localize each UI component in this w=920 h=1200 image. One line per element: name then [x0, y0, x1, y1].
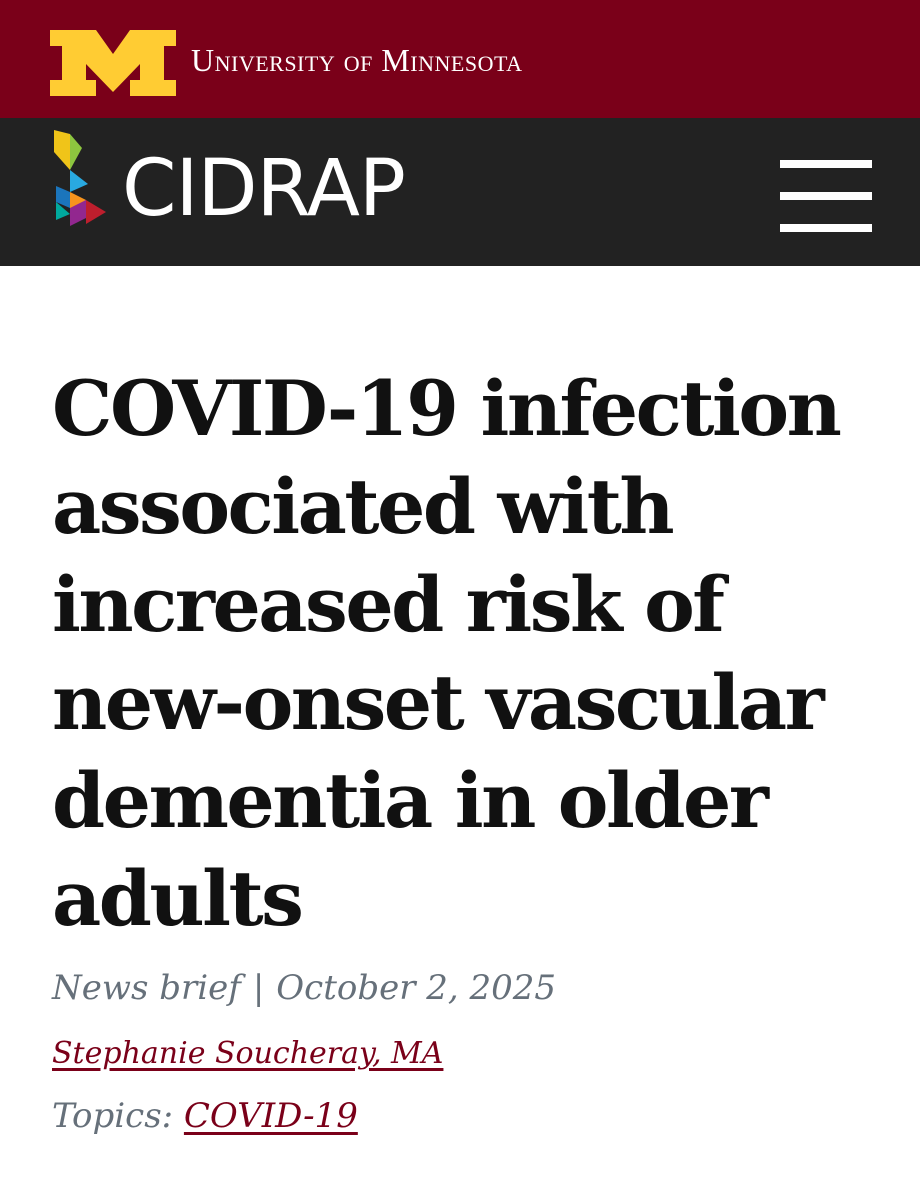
topic-link-covid-19[interactable]: COVID-19 — [183, 1096, 358, 1136]
article-topics: Topics: COVID-19 — [52, 1094, 358, 1138]
site-brand: CIDRAP — [122, 144, 406, 234]
article-date: October 2, 2025 — [276, 968, 557, 1008]
meta-separator: | — [252, 968, 265, 1008]
cidrap-tangram-icon — [54, 130, 106, 226]
block-m-logo-icon[interactable] — [50, 30, 176, 96]
university-bar: University of Minnesota — [0, 0, 920, 118]
author-link[interactable]: Stephanie Soucheray, MA — [52, 1036, 444, 1071]
article-type: News brief — [52, 968, 241, 1008]
university-name[interactable]: University of Minnesota — [191, 42, 523, 78]
hamburger-menu-icon[interactable] — [776, 158, 876, 234]
site-header: CIDRAP — [0, 118, 920, 266]
topics-label: Topics: — [52, 1096, 174, 1136]
article-headline: COVID-19 infection associated with incre… — [52, 364, 842, 943]
article-meta: News brief | October 2, 2025 — [52, 966, 556, 1010]
cidrap-home-link[interactable]: CIDRAP — [50, 130, 450, 250]
